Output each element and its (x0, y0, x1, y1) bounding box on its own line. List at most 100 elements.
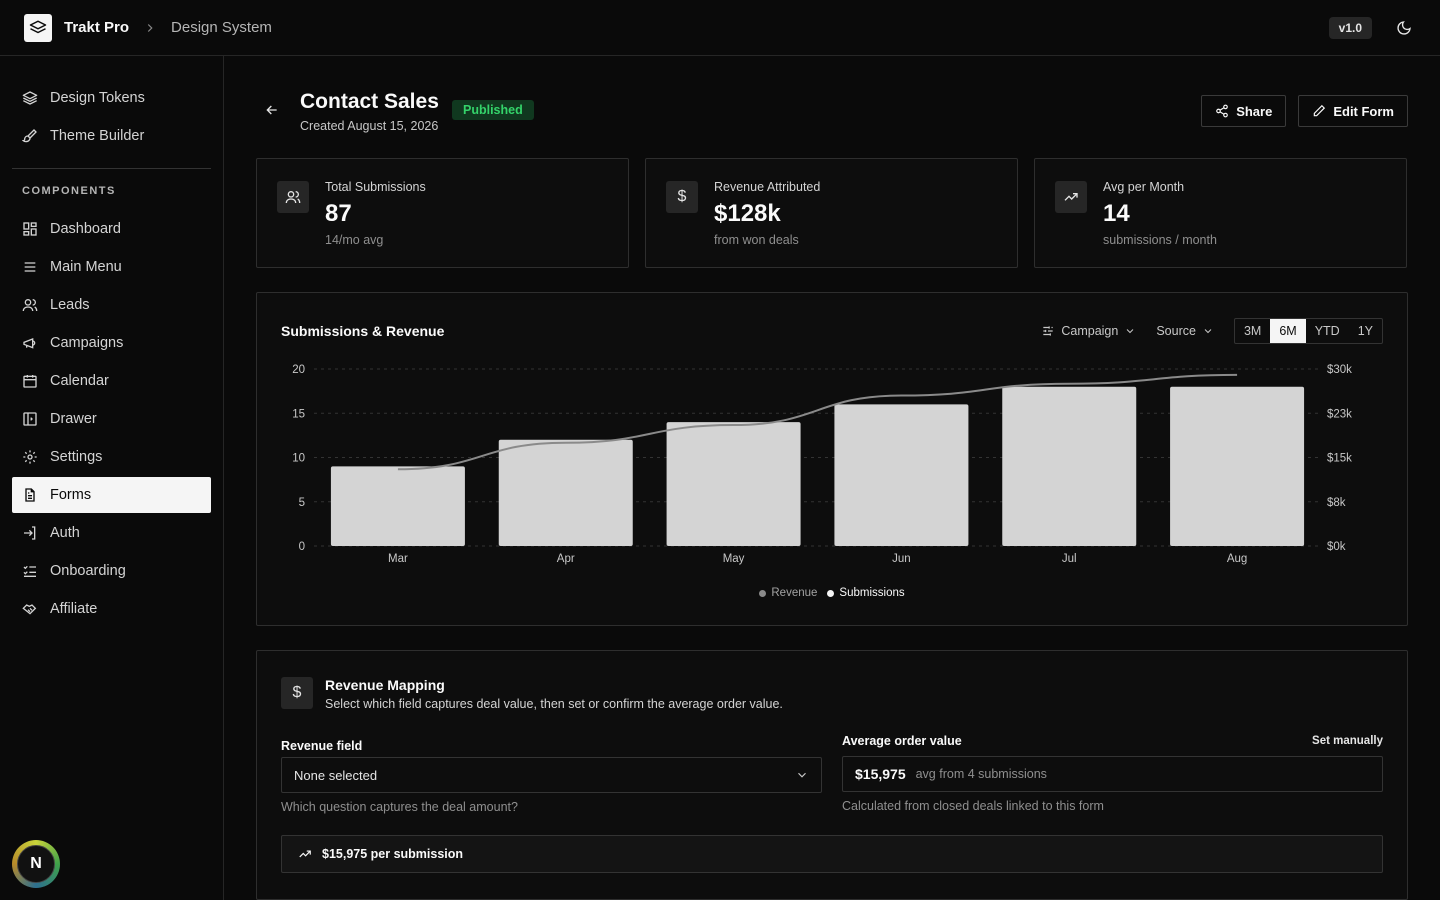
trending-up-icon (1055, 181, 1087, 213)
aov-note: avg from 4 submissions (915, 767, 1047, 781)
top-bar: Trakt Pro Design System v1.0 (0, 0, 1440, 56)
sidebar-item-calendar[interactable]: Calendar (12, 363, 211, 399)
layers-icon (22, 91, 38, 105)
section-label: COMPONENTS (22, 185, 116, 197)
bar (330, 466, 465, 546)
sidebar-item-theme-builder[interactable]: Theme Builder (12, 118, 211, 154)
megaphone-icon (23, 338, 36, 349)
sidebar-item-label: Auth (50, 525, 80, 541)
range-6m-button[interactable]: 6M (1270, 319, 1306, 343)
sidebar-item-affiliate[interactable]: Affiliate (12, 591, 211, 627)
share-icon (1216, 104, 1229, 118)
revenue-field-label: Revenue field (281, 739, 363, 753)
sidebar-item-design-tokens[interactable]: Design Tokens (12, 80, 211, 116)
back-button[interactable] (262, 100, 282, 120)
calendar-icon (23, 375, 37, 388)
sidebar-item-auth[interactable]: Auth (12, 515, 211, 551)
y-right-tick-label: $23k (1327, 408, 1352, 420)
gear-icon (23, 450, 37, 464)
y-left-tick-label: 10 (292, 453, 305, 465)
sidebar-item-label: Theme Builder (50, 128, 145, 144)
stat-label: Total Submissions (325, 180, 426, 194)
moon-icon (1397, 20, 1411, 35)
y-right-tick-label: $30k (1327, 364, 1352, 376)
sidebar-item-drawer[interactable]: Drawer (12, 401, 211, 437)
edit-form-label: Edit Form (1333, 103, 1394, 119)
x-tick-label: May (723, 553, 745, 565)
chevron-right-icon (143, 21, 157, 35)
brand-name[interactable]: Trakt Pro (64, 19, 130, 36)
y-right-tick-label: $15k (1327, 453, 1352, 465)
y-right-tick-label: $0k (1327, 541, 1346, 553)
breadcrumb[interactable]: Design System (171, 19, 272, 36)
sidebar-item-settings[interactable]: Settings (12, 439, 211, 475)
legend-item-revenue[interactable]: Revenue (759, 587, 817, 599)
y-left-tick-label: 15 (292, 408, 305, 420)
sidebar-item-label: Design Tokens (50, 90, 145, 106)
revenue-field-value: None selected (294, 767, 378, 783)
stats-row: Total Submissions 87 14/mo avg $ Revenue… (256, 158, 1408, 268)
range-1y-button[interactable]: 1Y (1357, 324, 1373, 338)
login-icon (24, 526, 36, 540)
sidebar-item-label: Forms (50, 487, 92, 503)
sliders-icon (1043, 326, 1054, 336)
sidebar-item-dashboard[interactable]: Dashboard (12, 211, 211, 247)
sidebar-item-onboarding[interactable]: Onboarding (12, 553, 211, 589)
aov-field[interactable]: $15,975 avg from 4 submissions (842, 756, 1383, 792)
layers-icon (29, 20, 47, 33)
stat-card-avg-per-month: Avg per Month 14 submissions / month (1034, 158, 1407, 268)
arrow-left-icon (266, 105, 277, 115)
x-tick-label: Mar (388, 553, 408, 565)
bar (498, 439, 633, 546)
grid-icon (23, 222, 37, 236)
page-header: Contact Sales Published Created August 1… (256, 56, 1408, 158)
campaign-filter[interactable]: Campaign (1041, 324, 1136, 338)
dollar-icon: $ (666, 181, 698, 213)
chevron-down-icon (1126, 329, 1134, 334)
revenue-line (397, 373, 1238, 471)
avatar[interactable]: N (12, 840, 60, 888)
x-tick-label: Jun (892, 553, 911, 565)
legend-item-submissions[interactable]: Submissions (827, 587, 905, 599)
source-filter-label: Source (1156, 324, 1196, 338)
sidebar-item-label: Dashboard (50, 221, 121, 237)
users-icon (22, 299, 38, 312)
campaign-filter-label: Campaign (1061, 324, 1119, 338)
stat-value: 14 (1103, 200, 1130, 227)
range-selector: 3M 6M YTD 1Y (1233, 318, 1383, 344)
range-3m-button[interactable]: 3M (1243, 324, 1262, 338)
bar (834, 404, 969, 546)
range-ytd-button[interactable]: YTD (1314, 324, 1340, 338)
avatar-letter: N (17, 845, 55, 883)
set-manually-button[interactable]: Set manually (1312, 735, 1383, 747)
theme-toggle-button[interactable] (1392, 16, 1416, 40)
aov-helper: Calculated from closed deals linked to t… (842, 799, 1104, 813)
app-logo[interactable] (24, 13, 52, 42)
sidebar-item-main-menu[interactable]: Main Menu (12, 249, 211, 285)
sidebar-item-leads[interactable]: Leads (12, 287, 211, 323)
sidebar: Design Tokens Theme Builder COMPONENTS D… (0, 56, 224, 900)
y-left-tick-label: 20 (292, 364, 305, 376)
divider (12, 168, 211, 169)
pencil-icon (1314, 104, 1326, 117)
revenue-field-select[interactable]: None selected (281, 757, 822, 793)
revenue-mapping-title: Revenue Mapping (325, 677, 445, 693)
sidebar-item-label: Campaigns (50, 335, 124, 351)
source-filter[interactable]: Source (1156, 324, 1214, 338)
x-tick-label: Apr (557, 553, 575, 565)
legend-label: Revenue (771, 587, 818, 599)
sidebar-item-forms[interactable]: Forms (12, 477, 211, 513)
edit-form-button[interactable]: Edit Form (1298, 95, 1408, 127)
y-left-tick-label: 0 (299, 541, 305, 553)
stat-card-total-submissions: Total Submissions 87 14/mo avg (256, 158, 629, 268)
x-tick-label: Jul (1062, 553, 1077, 565)
legend-dot (759, 589, 767, 597)
dollar-icon: $ (281, 677, 313, 709)
stat-note: 14/mo avg (325, 233, 384, 247)
sidebar-item-campaigns[interactable]: Campaigns (12, 325, 211, 361)
sidebar-item-label: Onboarding (50, 563, 126, 579)
panel-icon (23, 412, 37, 426)
sidebar-item-label: Drawer (50, 411, 97, 427)
share-button[interactable]: Share (1201, 95, 1287, 127)
sidebar-item-label: Affiliate (50, 601, 98, 617)
